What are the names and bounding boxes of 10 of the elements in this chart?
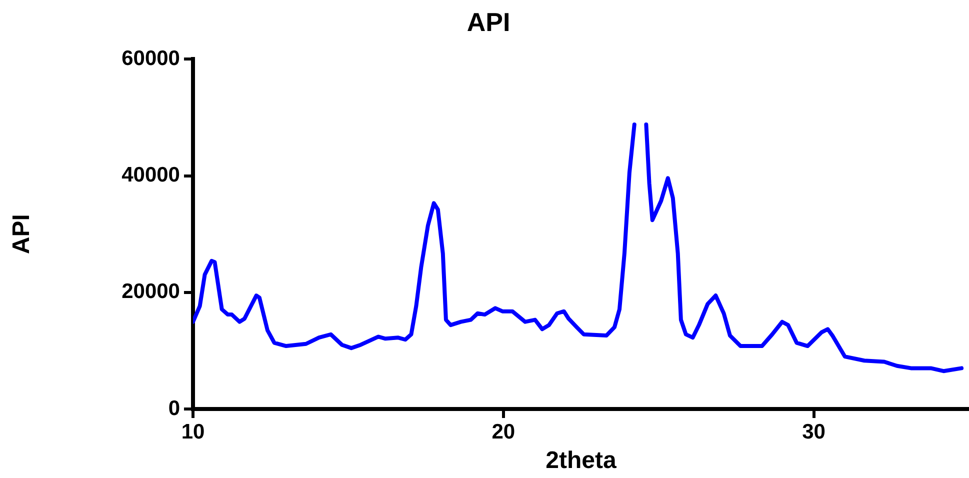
y-tick-label: 20000: [122, 280, 180, 304]
y-tick-label: 40000: [122, 164, 180, 187]
x-axis-title: 2theta: [546, 447, 617, 474]
x-tick-label: 20: [492, 420, 516, 444]
y-tick-label: 60000: [122, 46, 180, 70]
x-tick-label: 30: [802, 420, 826, 444]
y-axis-title: API: [8, 214, 36, 254]
x-tick-label: 10: [181, 420, 205, 444]
chart-title: API: [466, 6, 510, 37]
y-tick-label: 0: [168, 396, 180, 420]
